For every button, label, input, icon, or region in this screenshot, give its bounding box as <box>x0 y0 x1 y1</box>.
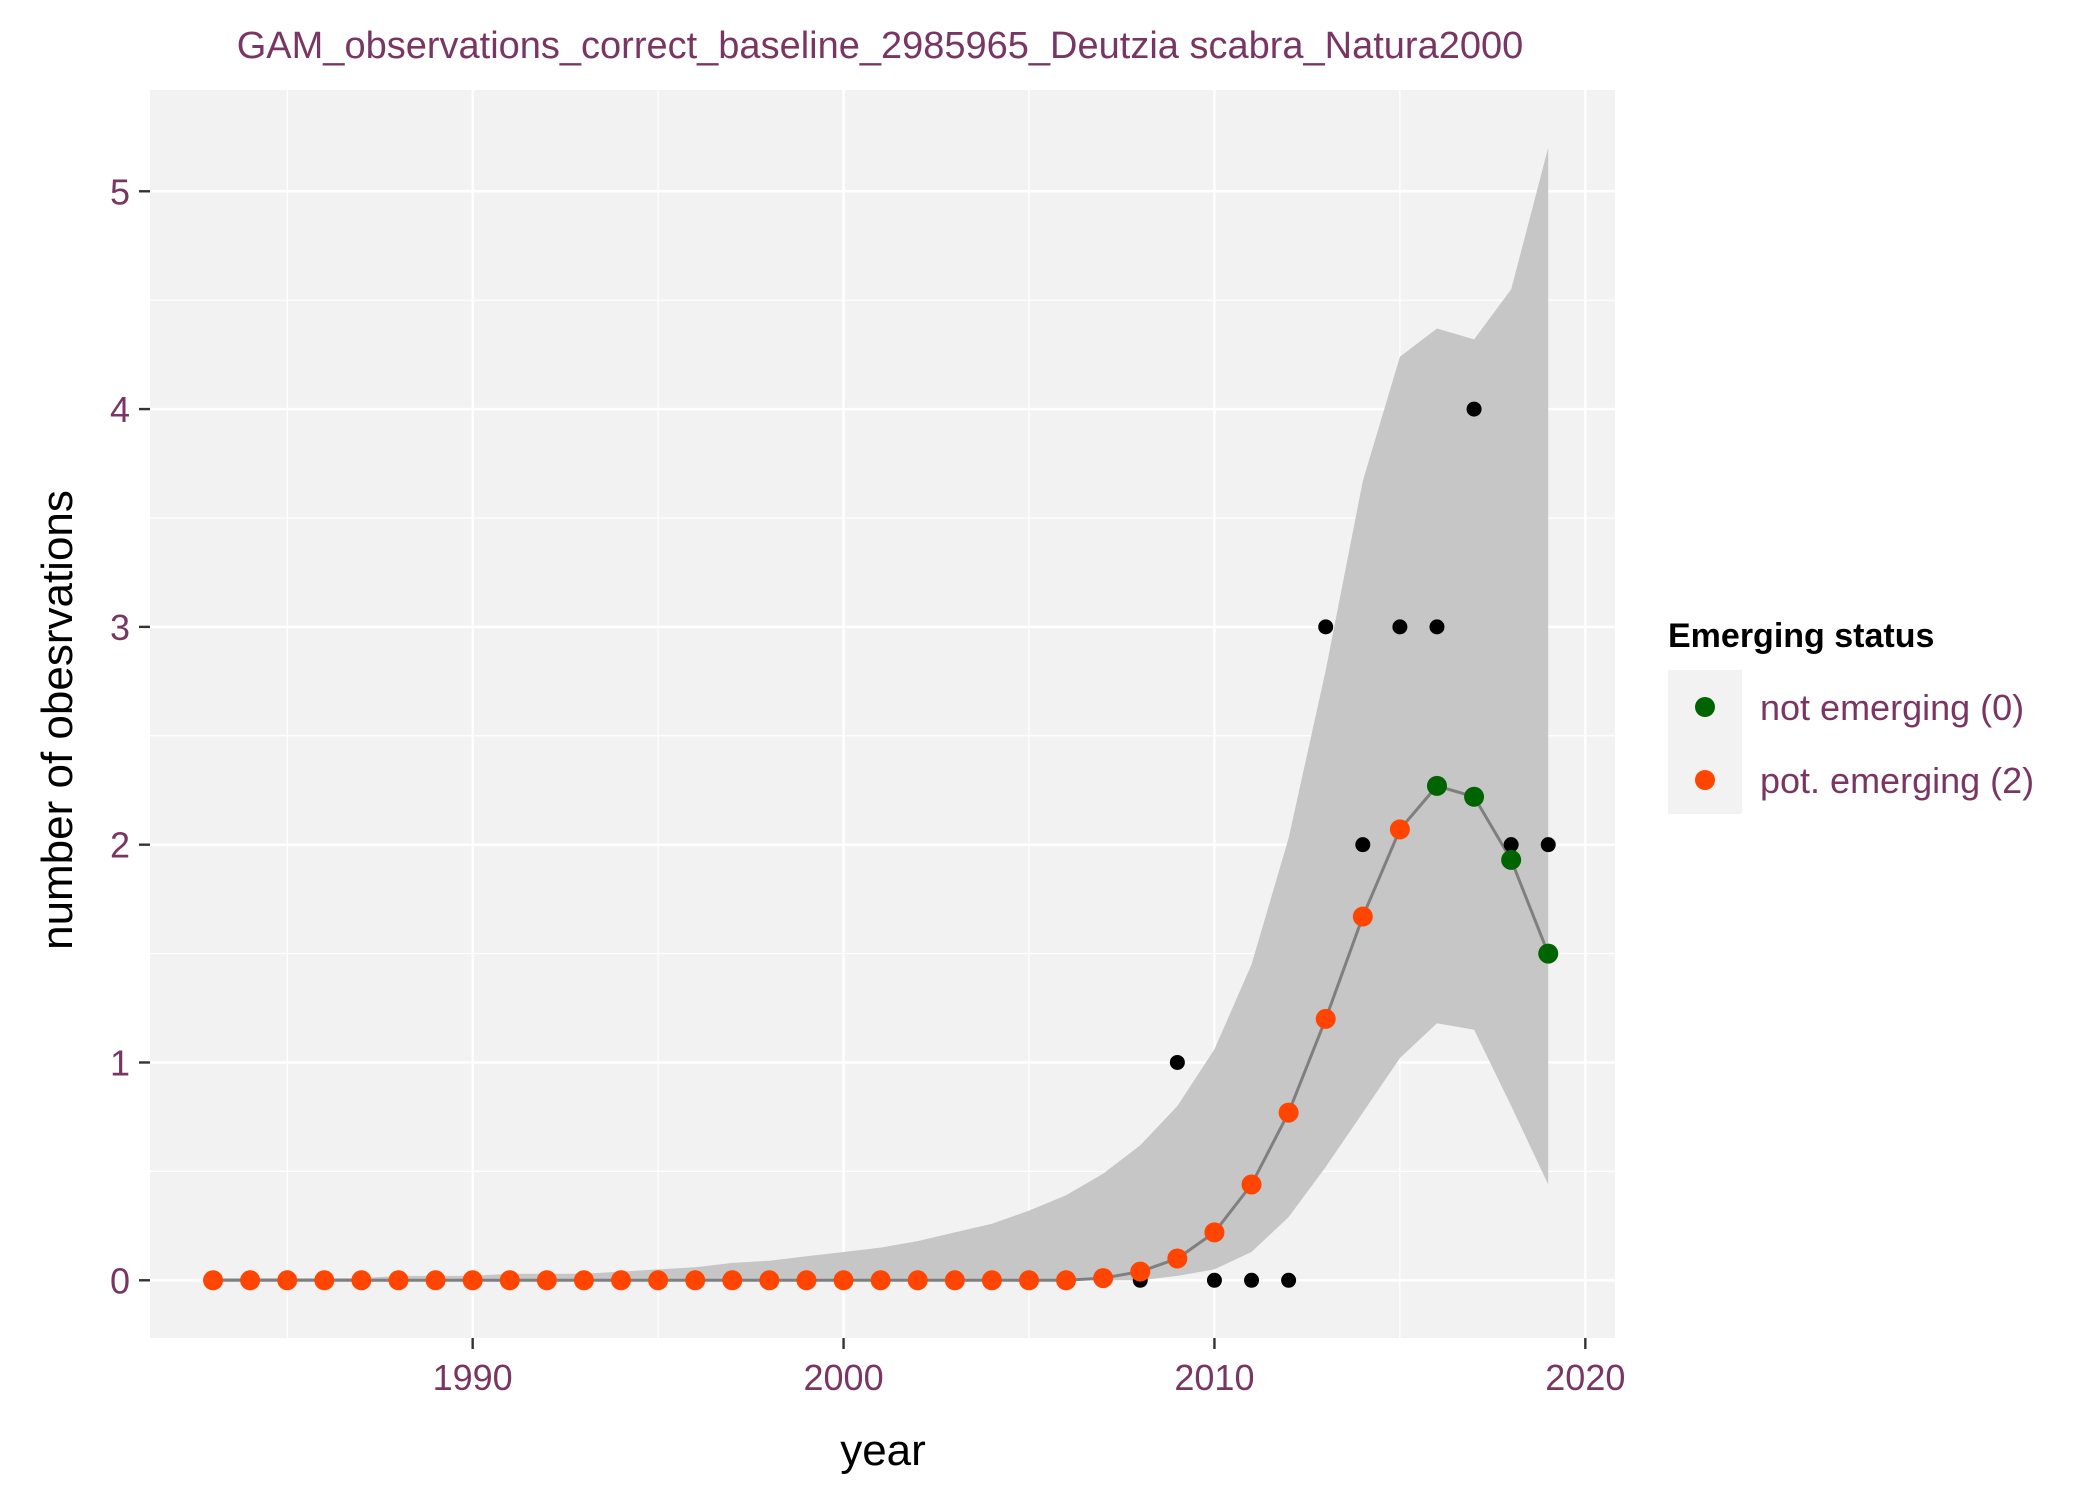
fitted-point <box>870 1270 891 1291</box>
fitted-point <box>388 1270 409 1291</box>
observed-point <box>1466 401 1482 417</box>
observed-point <box>1281 1272 1297 1288</box>
legend: Emerging status not emerging (0) pot. em… <box>1668 617 2034 814</box>
fitted-point <box>1501 849 1522 870</box>
legend-key-not-emerging <box>1695 697 1715 717</box>
fitted-point <box>611 1270 632 1291</box>
y-tick-label: 5 <box>110 171 130 212</box>
y-axis-title: number of obesrvations <box>33 490 82 950</box>
fitted-point <box>277 1270 298 1291</box>
legend-key-background <box>1668 670 1742 814</box>
fitted-point <box>944 1270 965 1291</box>
fitted-point <box>685 1270 706 1291</box>
y-tick-label: 0 <box>110 1260 130 1301</box>
fitted-points <box>203 775 1559 1291</box>
observed-point <box>1318 619 1334 635</box>
fitted-point <box>573 1270 594 1291</box>
fitted-point <box>1204 1222 1225 1243</box>
observed-point <box>1244 1272 1260 1288</box>
fitted-point <box>1278 1102 1299 1123</box>
fitted-point <box>1241 1174 1262 1195</box>
x-axis: 1990 2000 2010 2020 <box>433 1338 1625 1398</box>
fitted-point <box>351 1270 372 1291</box>
observed-point <box>1392 619 1408 635</box>
fitted-point <box>722 1270 743 1291</box>
y-axis: 0 1 2 3 4 5 <box>110 171 150 1301</box>
observed-point <box>1540 837 1556 853</box>
x-tick-label: 2020 <box>1545 1357 1625 1398</box>
fitted-point <box>1426 775 1447 796</box>
x-tick-label: 2000 <box>804 1357 884 1398</box>
observed-point <box>1503 837 1519 853</box>
legend-key-pot-emerging <box>1695 770 1715 790</box>
legend-title: Emerging status <box>1668 617 1934 655</box>
fitted-point <box>1352 906 1373 927</box>
observed-point <box>1429 619 1445 635</box>
fitted-point <box>1538 943 1559 964</box>
fitted-point <box>499 1270 520 1291</box>
fitted-point <box>833 1270 854 1291</box>
fitted-point <box>1167 1248 1188 1269</box>
legend-label-not-emerging: not emerging (0) <box>1760 687 2024 728</box>
fitted-point <box>1056 1270 1077 1291</box>
fitted-point <box>1389 819 1410 840</box>
fitted-point <box>203 1270 224 1291</box>
legend-label-pot-emerging: pot. emerging (2) <box>1760 760 2034 801</box>
y-tick-label: 1 <box>110 1042 130 1083</box>
fitted-point <box>1315 1008 1336 1029</box>
fitted-point <box>907 1270 928 1291</box>
fitted-point <box>1464 786 1485 807</box>
observed-point <box>1169 1054 1185 1070</box>
y-tick-label: 3 <box>110 607 130 648</box>
plot-panel <box>150 90 1615 1338</box>
fitted-point <box>648 1270 669 1291</box>
fitted-point <box>425 1270 446 1291</box>
chart-title: GAM_observations_correct_baseline_298596… <box>237 25 1524 67</box>
x-tick-label: 2010 <box>1174 1357 1254 1398</box>
fitted-point <box>1093 1268 1114 1289</box>
fitted-point <box>981 1270 1002 1291</box>
observed-point <box>1355 837 1371 853</box>
x-tick-label: 1990 <box>433 1357 513 1398</box>
x-axis-title: year <box>840 1426 926 1475</box>
fitted-point <box>240 1270 261 1291</box>
y-tick-label: 4 <box>110 389 130 430</box>
fitted-point <box>1130 1261 1151 1282</box>
observed-point <box>1206 1272 1222 1288</box>
fitted-point <box>1019 1270 1039 1291</box>
fitted-point <box>314 1270 335 1291</box>
fitted-point <box>759 1270 780 1291</box>
fitted-point <box>536 1270 557 1291</box>
y-tick-label: 2 <box>110 825 130 866</box>
fitted-point <box>462 1270 483 1291</box>
fitted-point <box>796 1270 817 1291</box>
